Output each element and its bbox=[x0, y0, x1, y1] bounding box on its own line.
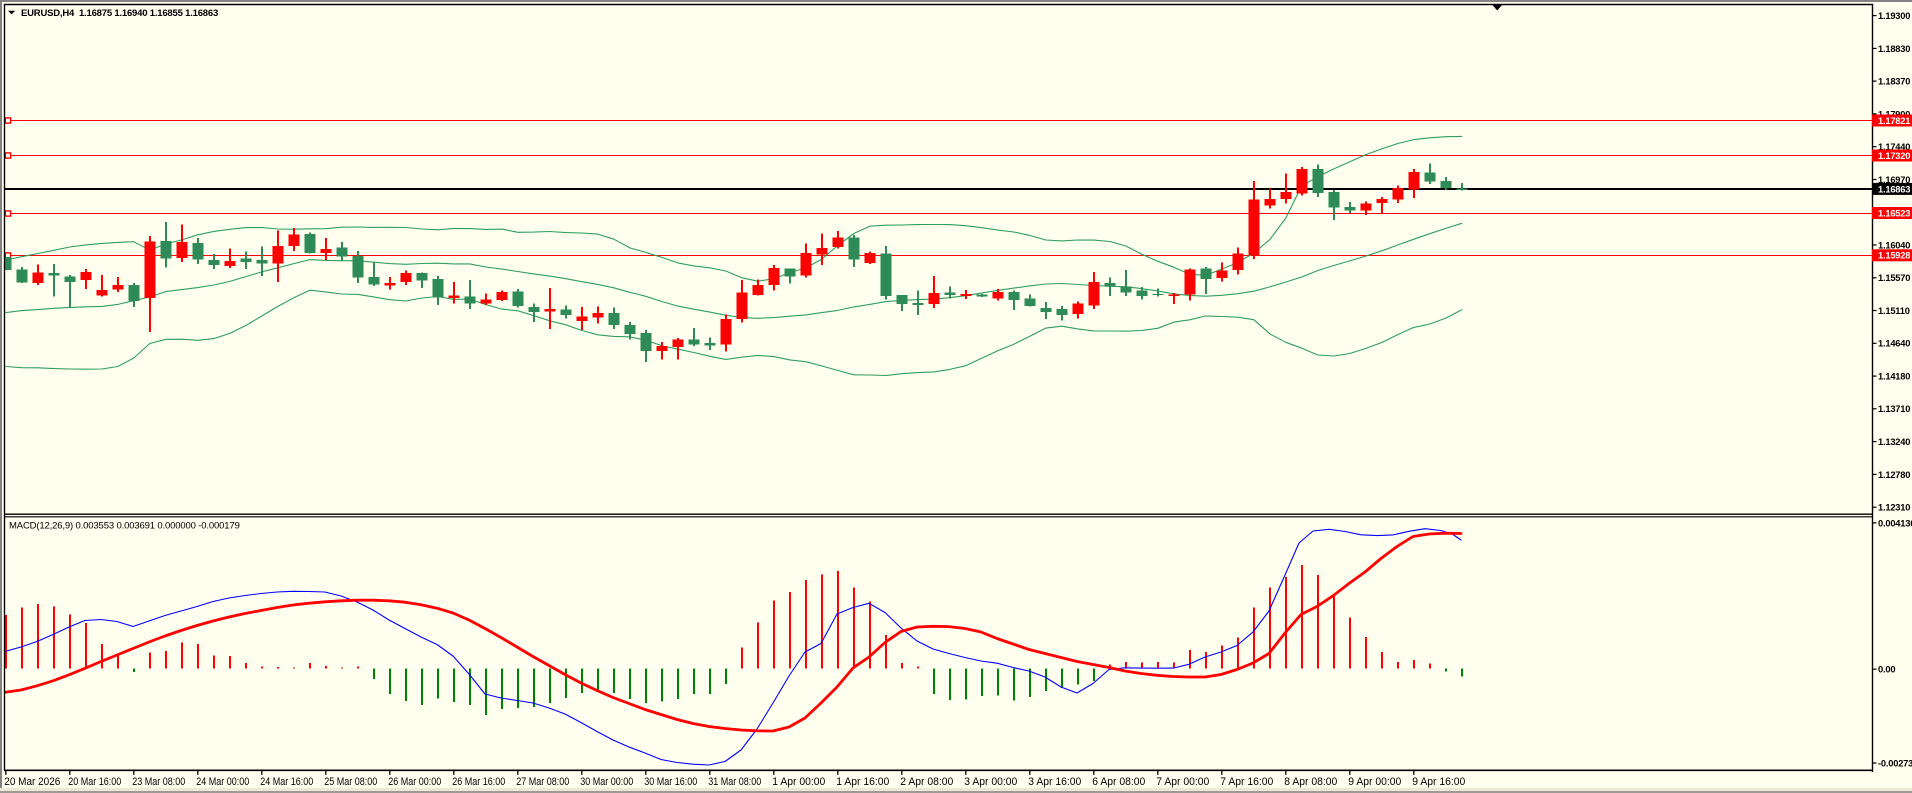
svg-text:1.17440: 1.17440 bbox=[1878, 142, 1910, 152]
svg-text:-0.00273: -0.00273 bbox=[1878, 758, 1912, 768]
svg-text:30 Mar 00:00: 30 Mar 00:00 bbox=[580, 776, 633, 788]
svg-text:24 Mar 00:00: 24 Mar 00:00 bbox=[196, 776, 249, 788]
svg-text:1.18370: 1.18370 bbox=[1878, 77, 1910, 87]
svg-text:1.13240: 1.13240 bbox=[1878, 437, 1910, 447]
svg-text:23 Mar 08:00: 23 Mar 08:00 bbox=[132, 776, 185, 788]
svg-text:1.17900: 1.17900 bbox=[1878, 109, 1910, 119]
svg-text:27 Mar 08:00: 27 Mar 08:00 bbox=[516, 776, 569, 788]
svg-text:1.16523: 1.16523 bbox=[1878, 208, 1910, 218]
svg-text:1 Apr 16:00: 1 Apr 16:00 bbox=[836, 776, 889, 788]
svg-text:3 Apr 00:00: 3 Apr 00:00 bbox=[964, 776, 1017, 788]
svg-text:1.18830: 1.18830 bbox=[1878, 44, 1910, 54]
svg-text:1.16970: 1.16970 bbox=[1878, 175, 1910, 185]
svg-text:26 Mar 00:00: 26 Mar 00:00 bbox=[388, 776, 441, 788]
svg-text:0.00: 0.00 bbox=[1878, 665, 1895, 675]
svg-text:6 Apr 08:00: 6 Apr 08:00 bbox=[1092, 776, 1145, 788]
svg-text:3 Apr 16:00: 3 Apr 16:00 bbox=[1028, 776, 1081, 788]
svg-text:1.12780: 1.12780 bbox=[1878, 470, 1910, 480]
svg-text:31 Mar 08:00: 31 Mar 08:00 bbox=[708, 776, 761, 788]
svg-text:30 Mar 16:00: 30 Mar 16:00 bbox=[644, 776, 697, 788]
svg-text:25 Mar 08:00: 25 Mar 08:00 bbox=[324, 776, 377, 788]
svg-text:1.17821: 1.17821 bbox=[1878, 116, 1910, 126]
svg-text:1.19300: 1.19300 bbox=[1878, 11, 1910, 21]
svg-text:1.12310: 1.12310 bbox=[1878, 503, 1910, 513]
svg-text:1 Apr 00:00: 1 Apr 00:00 bbox=[772, 776, 825, 788]
svg-text:1.13710: 1.13710 bbox=[1878, 404, 1910, 414]
svg-text:20 Mar 2026: 20 Mar 2026 bbox=[4, 776, 60, 788]
svg-text:1.14180: 1.14180 bbox=[1878, 372, 1910, 382]
svg-text:1.15110: 1.15110 bbox=[1878, 306, 1910, 316]
svg-text:1.14640: 1.14640 bbox=[1878, 339, 1910, 349]
svg-text:9 Apr 16:00: 9 Apr 16:00 bbox=[1412, 776, 1465, 788]
svg-text:8 Apr 08:00: 8 Apr 08:00 bbox=[1284, 776, 1337, 788]
svg-text:1.16040: 1.16040 bbox=[1878, 240, 1910, 250]
svg-text:26 Mar 16:00: 26 Mar 16:00 bbox=[452, 776, 505, 788]
svg-text:9 Apr 00:00: 9 Apr 00:00 bbox=[1348, 776, 1401, 788]
svg-text:1.17320: 1.17320 bbox=[1878, 151, 1910, 161]
svg-text:2 Apr 08:00: 2 Apr 08:00 bbox=[900, 776, 953, 788]
svg-text:20 Mar 16:00: 20 Mar 16:00 bbox=[68, 776, 121, 788]
svg-text:EURUSD,H4 1.16875 1.16940 1.1: EURUSD,H4 1.16875 1.16940 1.16855 1.1686… bbox=[21, 8, 218, 19]
svg-text:0.004136: 0.004136 bbox=[1878, 518, 1912, 528]
svg-text:7 Apr 00:00: 7 Apr 00:00 bbox=[1156, 776, 1209, 788]
svg-text:24 Mar 16:00: 24 Mar 16:00 bbox=[260, 776, 313, 788]
svg-text:1.15928: 1.15928 bbox=[1878, 251, 1910, 261]
svg-text:1.16863: 1.16863 bbox=[1878, 184, 1910, 194]
svg-text:MACD(12,26,9) 0.003553 0.00369: MACD(12,26,9) 0.003553 0.003691 0.000000… bbox=[9, 521, 240, 532]
svg-text:7 Apr 16:00: 7 Apr 16:00 bbox=[1220, 776, 1273, 788]
svg-text:1.15570: 1.15570 bbox=[1878, 273, 1910, 283]
